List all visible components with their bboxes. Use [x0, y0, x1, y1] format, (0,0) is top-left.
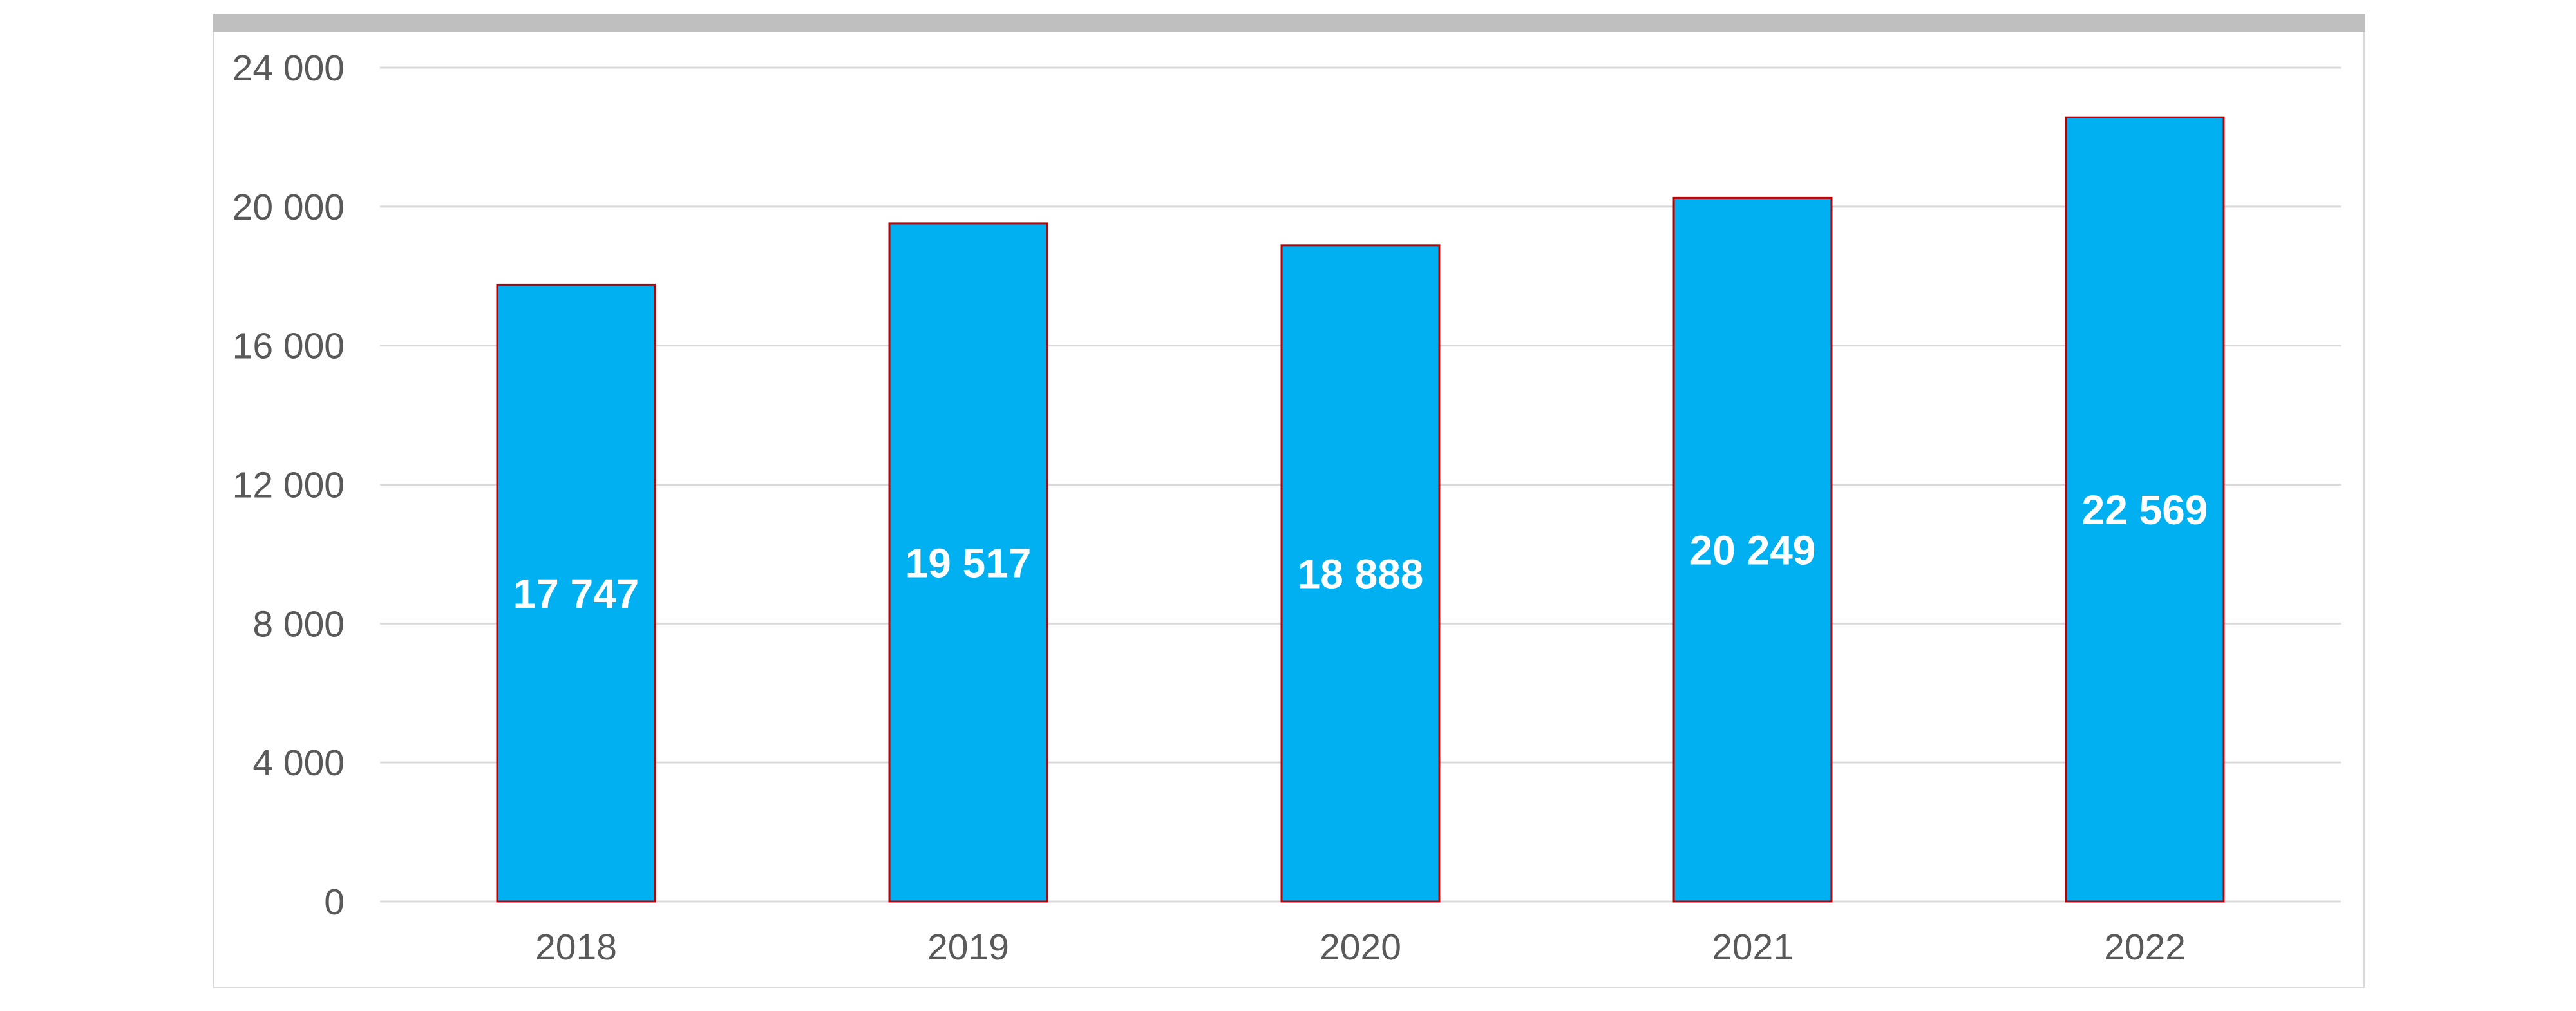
- data-labels: 17 747 19 517 18 888 20 249 22 569: [513, 487, 2208, 617]
- y-tick-label: 8 000: [252, 603, 345, 645]
- bar-2022: [2065, 116, 2225, 903]
- data-label: 20 249: [1690, 527, 1816, 574]
- bars: [496, 116, 2225, 903]
- x-tick-label: 2018: [535, 927, 617, 968]
- x-tick-label: 2019: [927, 927, 1009, 968]
- bar-2020: [1280, 244, 1441, 903]
- data-label: 18 888: [1298, 551, 1424, 597]
- bar-2019: [888, 222, 1048, 903]
- y-tick-label: 24 000: [232, 48, 345, 89]
- x-tick-label: 2021: [1712, 927, 1794, 968]
- x-tick-label: 2022: [2104, 927, 2186, 968]
- x-tick-label: 2020: [1320, 927, 1401, 968]
- data-label: 17 747: [513, 571, 639, 617]
- y-tick-label: 0: [324, 882, 345, 923]
- y-tick-label: 16 000: [232, 326, 345, 367]
- x-axis-tick-labels: 2018 2019 2020 2021 2022: [535, 927, 2186, 968]
- data-label: 22 569: [2082, 487, 2208, 533]
- bar-2021: [1672, 196, 1833, 903]
- y-tick-label: 4 000: [252, 742, 345, 784]
- data-label: 19 517: [905, 540, 1032, 586]
- chart-top-band: [213, 14, 2365, 32]
- bar-2018: [496, 283, 656, 903]
- y-tick-label: 20 000: [232, 187, 345, 228]
- y-axis-tick-labels: 0 4 000 8 000 12 000 16 000 20 000 24 000: [232, 48, 345, 923]
- y-tick-label: 12 000: [232, 465, 345, 506]
